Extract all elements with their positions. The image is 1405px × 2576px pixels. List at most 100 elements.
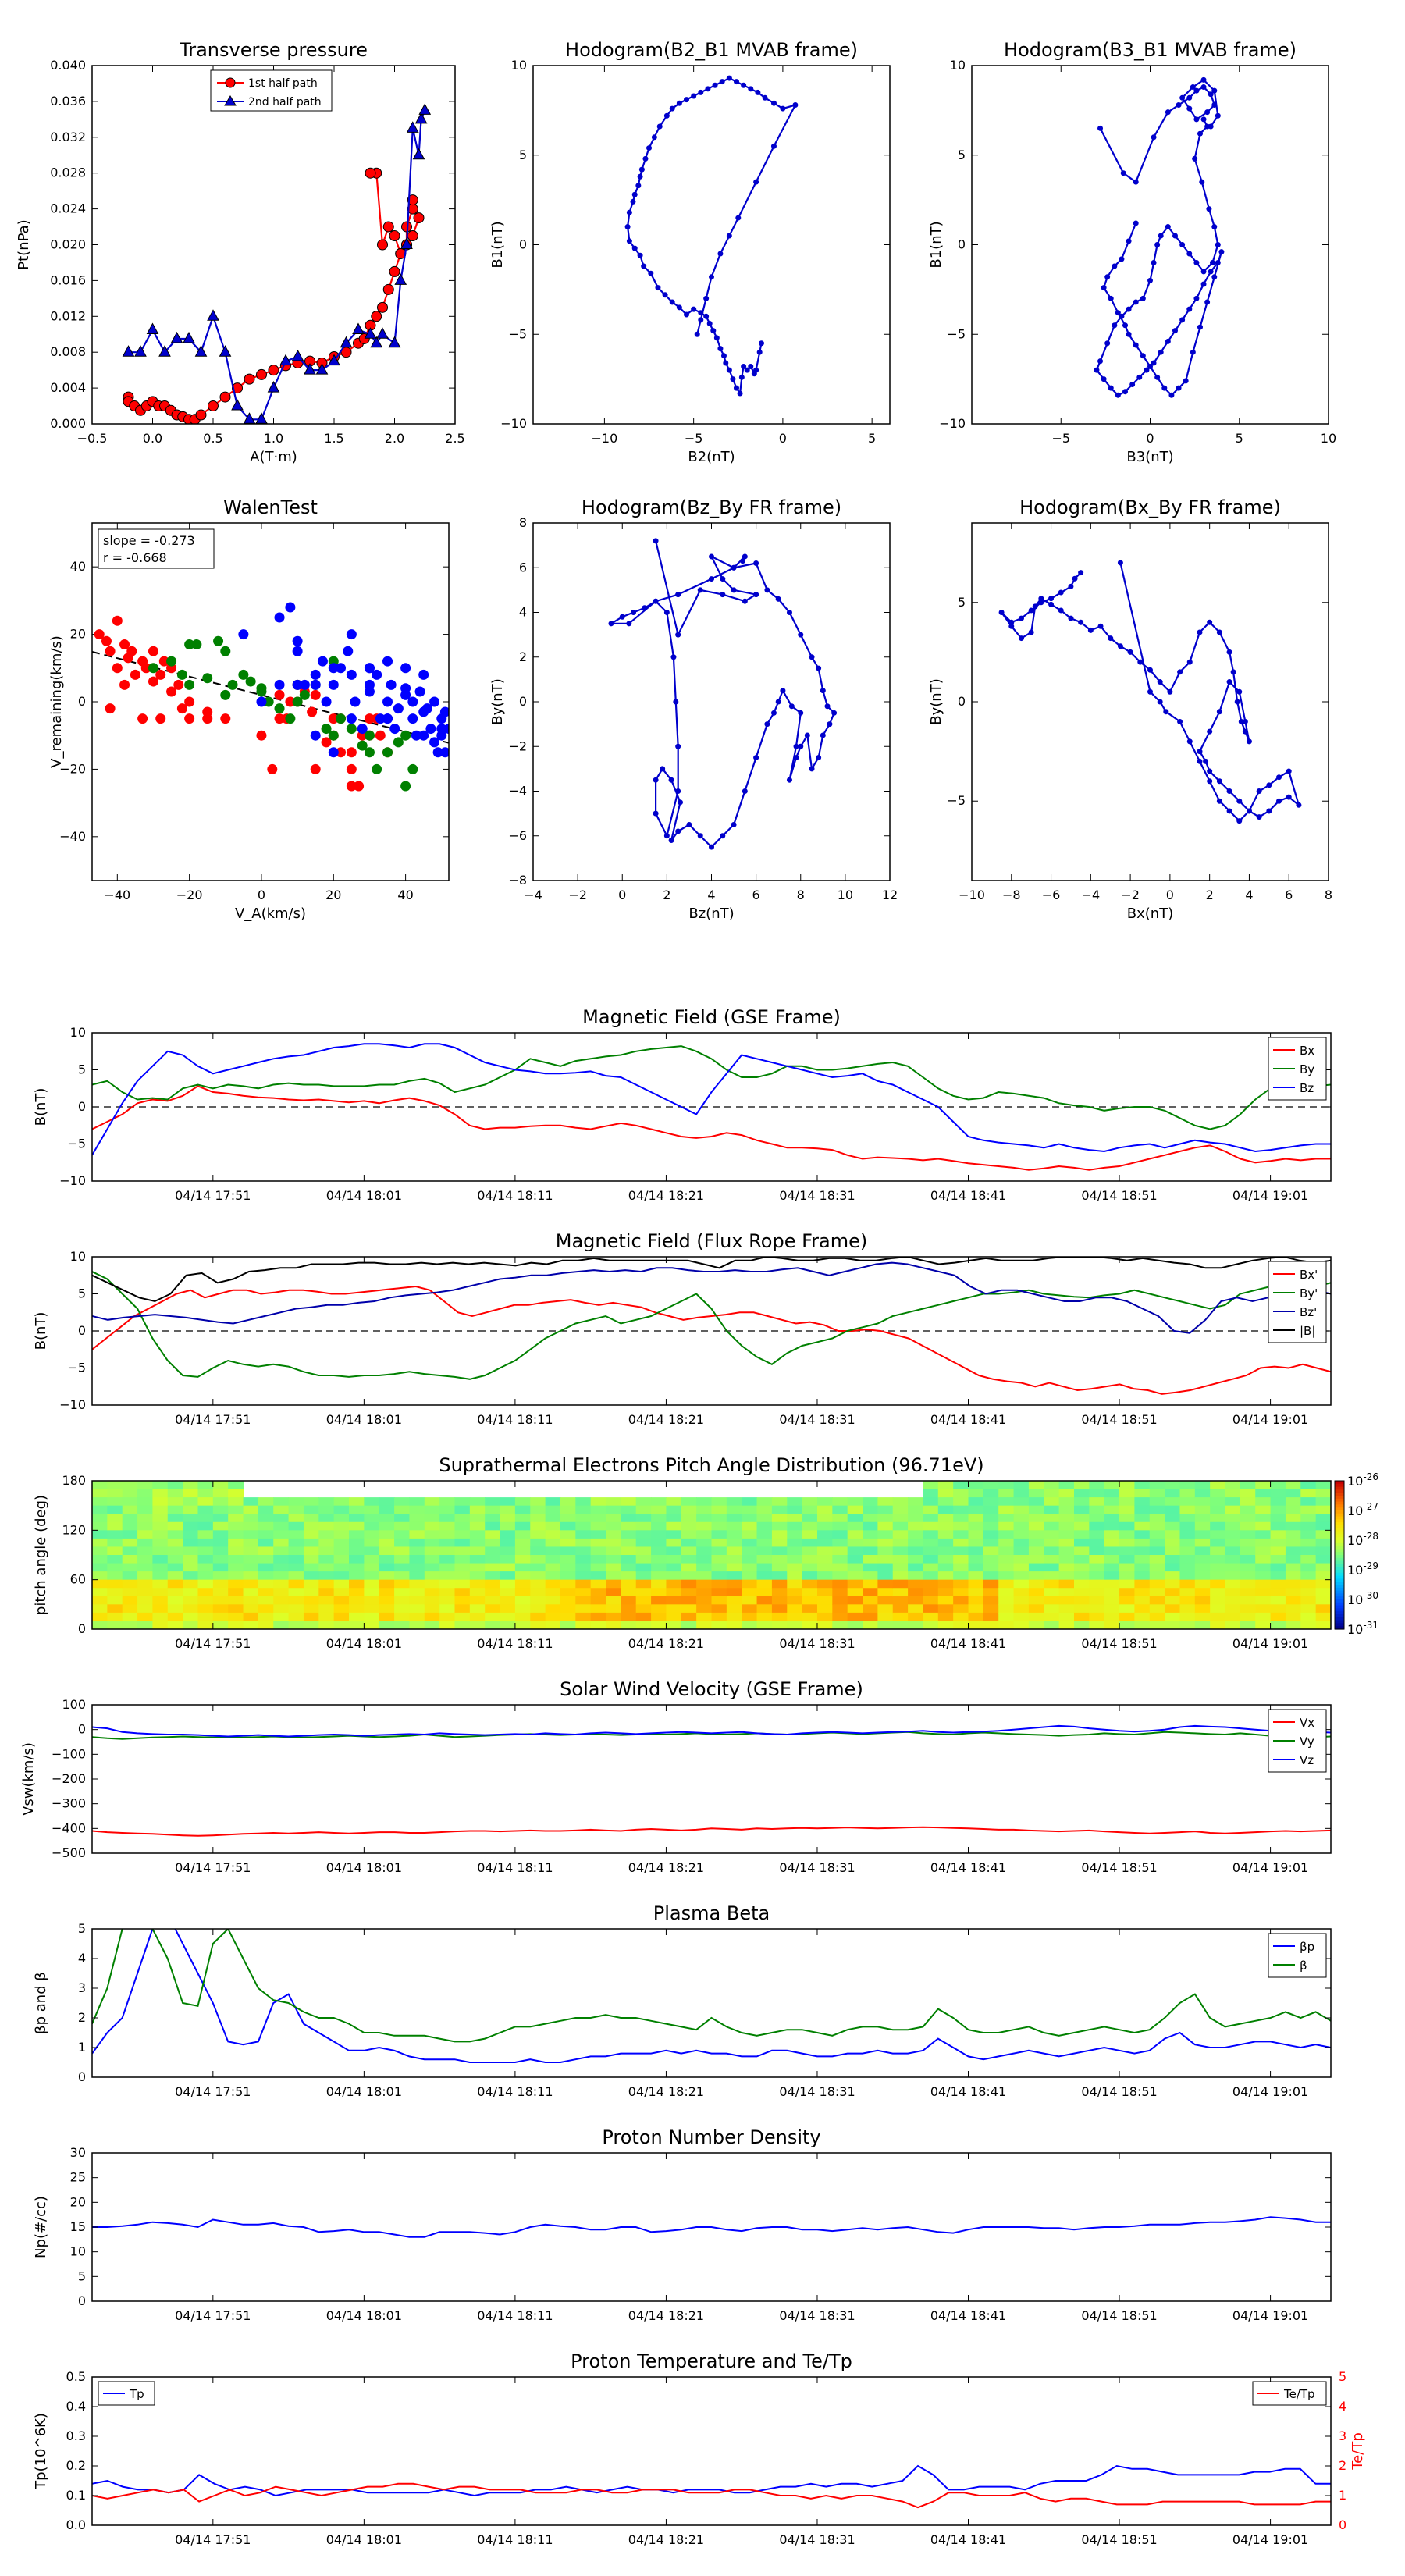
heatmap-cell	[1044, 1588, 1060, 1597]
heatmap-cell	[364, 1497, 380, 1507]
heatmap-cell	[469, 1530, 486, 1539]
data-point	[669, 299, 675, 305]
data-point	[642, 155, 649, 162]
heatmap-cell	[303, 1514, 319, 1523]
heatmap-cell	[137, 1563, 154, 1572]
data-point	[304, 363, 316, 375]
heatmap-cell	[696, 1530, 713, 1539]
data-point	[641, 263, 647, 269]
heatmap-cell	[863, 1521, 878, 1531]
heatmap-cell	[152, 1505, 169, 1514]
heatmap-cell	[621, 1505, 637, 1514]
heatmap-cell	[787, 1563, 803, 1572]
heatmap-cell	[621, 1571, 637, 1581]
heatmap-cell	[923, 1596, 939, 1605]
data-point	[720, 576, 726, 582]
plot-frame	[91, 2376, 1332, 2526]
heatmap-cell	[228, 1563, 244, 1572]
x-tick-label: 04/14 19:01	[1232, 2308, 1308, 2323]
heatmap-cell	[696, 1563, 713, 1572]
data-point	[675, 592, 681, 598]
heatmap-cell	[1270, 1538, 1286, 1548]
y-tick-label: −100	[52, 1746, 86, 1761]
data-point	[713, 335, 720, 341]
heatmap-cell	[711, 1546, 727, 1556]
heatmap-cell	[1134, 1563, 1151, 1572]
heatmap-cell	[212, 1621, 229, 1629]
data-point	[299, 679, 310, 690]
chart-h2: Hodogram(B3_B1 MVAB frame)−5 0 5 10−10−5051…	[928, 39, 1336, 465]
heatmap-cell	[863, 1497, 878, 1507]
heatmap-cell	[485, 1555, 501, 1564]
heatmap-cell	[590, 1497, 606, 1507]
y-tick-label: −200	[52, 1771, 86, 1786]
heatmap-cell	[666, 1505, 682, 1514]
data-point	[1094, 367, 1100, 373]
data-point	[1058, 589, 1064, 596]
heatmap-cell	[635, 1521, 652, 1531]
heatmap-cell	[802, 1514, 818, 1523]
heatmap-cell	[1300, 1505, 1317, 1514]
data-point	[219, 391, 231, 403]
heatmap-cell	[273, 1555, 290, 1564]
heatmap-cell	[892, 1604, 909, 1614]
chart-h3: Hodogram(Bz_By FR frame)−4 −2 0 2 4 6 8 10 12−8−…	[489, 496, 898, 922]
heatmap-cell	[212, 1579, 229, 1589]
heatmap-cell	[364, 1621, 380, 1629]
heatmap-cell	[333, 1571, 350, 1581]
x-tick-label: −40	[104, 888, 130, 902]
heatmap-cell	[998, 1546, 1015, 1556]
heatmap-cell	[742, 1497, 758, 1507]
heatmap-cell	[1044, 1579, 1060, 1589]
heatmap-cell	[349, 1621, 365, 1629]
x-tick-label: 04/14 17:51	[175, 1188, 251, 1203]
heatmap-cell	[1225, 1530, 1241, 1539]
heatmap-cell	[711, 1521, 727, 1531]
heatmap-cell	[968, 1596, 984, 1605]
heatmap-cell	[500, 1588, 516, 1597]
data-point	[1151, 259, 1157, 265]
data-point	[231, 398, 244, 411]
heatmap-cell	[953, 1579, 969, 1589]
heatmap-cell	[621, 1563, 637, 1572]
data-point	[1078, 619, 1084, 625]
heatmap-cell	[877, 1530, 894, 1539]
heatmap-cell	[273, 1497, 290, 1507]
heatmap-cell	[288, 1497, 304, 1507]
heatmap-cell	[726, 1555, 742, 1564]
y-tick-label: 0.2	[66, 2458, 86, 2473]
heatmap-cell	[333, 1505, 350, 1514]
data-point	[1126, 238, 1132, 244]
heatmap-cell	[560, 1505, 576, 1514]
heatmap-cell	[892, 1530, 909, 1539]
x-tick-label: 04/14 18:51	[1081, 2532, 1157, 2547]
heatmap-cell	[333, 1612, 350, 1622]
y-axis-label-right: Te/Tp	[1350, 2432, 1366, 2471]
heatmap-cell	[742, 1530, 758, 1539]
heatmap-cell	[424, 1621, 440, 1629]
heatmap-cell	[1255, 1555, 1272, 1564]
data-point	[637, 173, 643, 180]
fit-line	[92, 650, 449, 744]
heatmap-cell	[394, 1538, 411, 1548]
heatmap-cell	[651, 1588, 667, 1597]
data-point	[631, 610, 637, 615]
heatmap-cell	[530, 1555, 546, 1564]
heatmap-cell	[635, 1571, 652, 1581]
chart-title: Hodogram(B2_B1 MVAB frame)	[565, 39, 858, 61]
heatmap-cell	[635, 1514, 652, 1523]
x-tick-label: 8	[1325, 888, 1332, 902]
x-tick-label: 04/14 18:01	[326, 2532, 402, 2547]
heatmap-cell	[1285, 1579, 1301, 1589]
data-point	[1101, 285, 1107, 291]
heatmap-cell	[1073, 1497, 1090, 1507]
series-line	[92, 2464, 1331, 2497]
heatmap-cell	[742, 1514, 758, 1523]
heatmap-cell	[500, 1604, 516, 1614]
heatmap-cell	[1089, 1546, 1105, 1556]
heatmap-cell	[1044, 1538, 1060, 1548]
heatmap-cell	[1240, 1571, 1256, 1581]
data-point	[1165, 338, 1171, 344]
data-point	[798, 743, 804, 749]
heatmap-cell	[832, 1555, 848, 1564]
